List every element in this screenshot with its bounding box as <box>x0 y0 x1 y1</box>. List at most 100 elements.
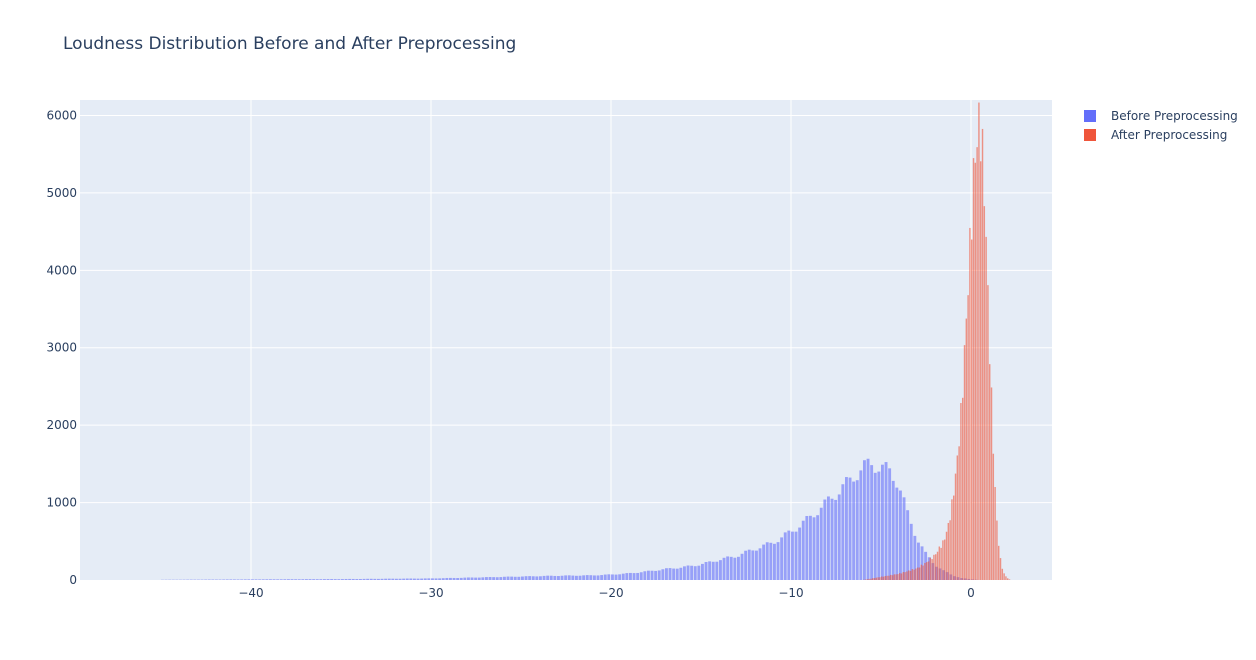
y-tick-label: 4000 <box>46 263 77 277</box>
plot-background <box>80 100 1052 580</box>
histogram-bar <box>884 462 888 580</box>
histogram-bar <box>233 579 236 580</box>
histogram-bar <box>485 577 488 580</box>
histogram-bar <box>900 573 903 580</box>
histogram-bar <box>240 579 244 580</box>
histogram-bar <box>553 575 557 580</box>
histogram-bar <box>834 499 838 580</box>
histogram-bar <box>481 577 485 580</box>
y-tick-label: 6000 <box>46 108 77 122</box>
histogram-bar <box>976 147 978 580</box>
histogram-bar <box>902 497 906 580</box>
histogram-bar <box>715 561 719 580</box>
histogram-bar <box>994 487 996 580</box>
legend-item-after[interactable]: After Preprocessing <box>1084 125 1238 144</box>
histogram-bar <box>944 539 946 580</box>
histogram-bar <box>866 579 869 580</box>
y-tick-labels: 0 1000 2000 3000 4000 5000 6000 <box>46 108 77 587</box>
histogram-bar <box>582 575 586 580</box>
histogram-bar <box>917 542 920 580</box>
histogram-bar <box>308 579 312 580</box>
histogram-bar <box>998 545 1000 580</box>
histogram-bar <box>661 569 665 580</box>
histogram-bar <box>870 578 872 580</box>
histogram-bar <box>348 578 352 580</box>
y-tick-label: 3000 <box>46 341 77 355</box>
histogram-bar <box>917 567 919 580</box>
histogram-bar <box>632 573 636 580</box>
histogram-bar <box>985 236 987 580</box>
histogram-bar <box>868 578 870 580</box>
x-tick-label: −20 <box>598 586 623 600</box>
histogram-bar <box>931 559 933 580</box>
x-tick-labels: −40 −30 −20 −10 0 <box>238 586 974 600</box>
histogram-bar <box>1001 568 1004 580</box>
histogram-bar <box>947 522 950 580</box>
histogram-bar <box>506 576 510 580</box>
histogram-bar <box>913 569 915 580</box>
histogram-bar <box>949 520 951 580</box>
histogram-bar <box>333 579 337 580</box>
histogram-bar <box>629 572 632 580</box>
histogram-bar <box>384 578 388 580</box>
histogram-bar <box>607 574 611 580</box>
bars-after-preprocessing <box>863 102 1011 581</box>
histogram-bar <box>895 487 899 580</box>
histogram-bar <box>924 562 926 580</box>
histogram-bar <box>636 572 640 580</box>
histogram-bar <box>312 579 316 580</box>
histogram-bar <box>747 549 751 580</box>
legend-item-before[interactable]: Before Preprocessing <box>1084 106 1238 125</box>
histogram-bar <box>463 577 467 580</box>
histogram-bar <box>395 578 398 580</box>
histogram-bar <box>614 574 618 580</box>
legend-label-after: After Preprocessing <box>1111 127 1228 142</box>
histogram-bar <box>513 576 517 580</box>
histogram-bar <box>258 579 262 580</box>
histogram-bar <box>236 579 240 580</box>
histogram-bar <box>963 345 966 580</box>
histogram-bar <box>693 566 697 580</box>
histogram-bar <box>459 577 463 580</box>
histogram-bar <box>1005 576 1007 580</box>
histogram-bar <box>229 579 233 580</box>
histogram-bar <box>816 515 820 580</box>
y-tick-label: 0 <box>69 573 77 587</box>
histogram-bar <box>539 576 542 580</box>
histogram-bar <box>344 578 348 580</box>
histogram-bar <box>722 557 726 580</box>
histogram-bar <box>654 570 658 580</box>
histogram-bar <box>888 575 890 580</box>
histogram-bar <box>951 499 953 580</box>
histogram-bar <box>495 577 499 580</box>
histogram-bar <box>855 480 859 580</box>
histogram-bar <box>791 531 794 580</box>
histogram-bar <box>908 570 910 580</box>
histogram-bar <box>452 577 456 580</box>
histogram-bar <box>873 472 877 580</box>
x-tick-label: 0 <box>967 586 975 600</box>
histogram-bar <box>801 520 805 580</box>
histogram-bar <box>225 579 229 580</box>
histogram-bar <box>906 510 910 580</box>
histogram-bar <box>909 570 912 580</box>
histogram-bar <box>611 574 614 580</box>
histogram-bar <box>863 460 866 580</box>
histogram-bar <box>933 554 935 580</box>
histogram-bar <box>859 470 863 580</box>
histogram-bar <box>956 455 959 580</box>
histogram-bar <box>990 387 993 580</box>
histogram-bar <box>441 578 445 580</box>
histogram-bar <box>893 574 896 580</box>
histogram-bar <box>726 556 730 580</box>
histogram-bar <box>884 576 887 580</box>
histogram-bar <box>740 553 744 580</box>
histogram-bar <box>929 557 932 580</box>
histogram-bar <box>398 578 402 580</box>
histogram-bar <box>1007 578 1009 580</box>
histogram-bar <box>890 574 892 580</box>
histogram-bar <box>708 561 712 580</box>
histogram-bar <box>470 577 474 580</box>
histogram-bar <box>798 527 802 580</box>
